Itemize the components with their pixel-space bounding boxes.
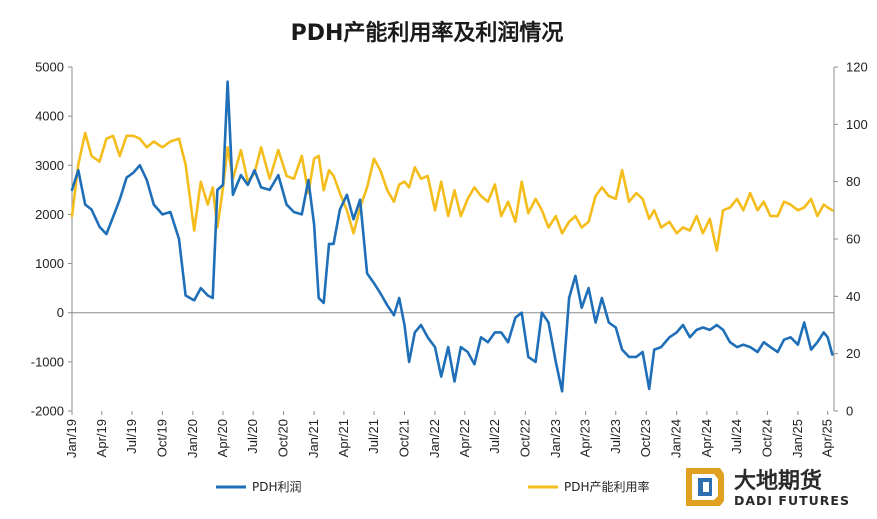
x-tick-label: Oct/23 <box>638 419 653 457</box>
x-axis: Jan/19 Apr/19 Jul/19 Oct/19 Jan/20 Apr/20 Jul/… <box>64 411 835 458</box>
series-lines <box>70 80 834 393</box>
x-tick-label: Oct/22 <box>517 419 532 457</box>
x-tick-label: Jul/21 <box>366 419 381 454</box>
y-right-tick-label: 0 <box>846 404 853 419</box>
y-right-tick-label: 80 <box>846 174 860 189</box>
x-tick-label: Jan/22 <box>427 419 442 458</box>
y-right-tick-label: 60 <box>846 232 860 247</box>
y-left-tick-label: 1000 <box>35 256 64 271</box>
x-tick-label: Jan/23 <box>548 419 563 458</box>
x-tick-label: Apr/20 <box>215 419 230 457</box>
y-left-tick-label: 2000 <box>35 207 64 222</box>
logo-chinese-name: 大地期货 <box>734 468 822 494</box>
x-tick-label: Jan/20 <box>185 419 200 458</box>
x-tick-label: Apr/19 <box>94 419 109 457</box>
x-tick-label: Jul/20 <box>245 419 260 454</box>
y-left-tick-label: -1000 <box>31 354 64 369</box>
x-tick-label: Oct/21 <box>396 419 411 457</box>
x-tick-label: Jan/21 <box>306 419 321 458</box>
y-left-tick-label: 4000 <box>35 109 64 124</box>
x-tick-label: Apr/24 <box>699 419 714 457</box>
legend-label-profit: PDH利润 <box>252 480 302 494</box>
legend-label-utilization: PDH产能利用率 <box>564 479 650 494</box>
y-left-axis: -2000 -1000 0 1000 2000 3000 4000 5000 <box>31 60 72 419</box>
x-tick-label: Jan/25 <box>790 419 805 458</box>
logo-english-name: DADI FUTURES <box>734 493 850 508</box>
y-right-tick-label: 40 <box>846 289 860 304</box>
series-line-utilization <box>70 131 834 252</box>
dadi-logo-icon <box>686 468 724 506</box>
y-right-axis: 0 20 40 60 80 100 120 <box>834 60 868 419</box>
y-right-tick-label: 120 <box>846 60 868 75</box>
y-left-tick-label: 5000 <box>35 60 64 75</box>
x-tick-label: Jul/22 <box>487 419 502 454</box>
x-tick-label: Apr/21 <box>336 419 351 457</box>
y-left-tick-label: 3000 <box>35 158 64 173</box>
y-right-tick-label: 100 <box>846 117 868 132</box>
chart-title: PDH产能利用率及利润情况 <box>291 20 564 46</box>
x-tick-label: Apr/25 <box>820 419 835 457</box>
x-tick-label: Apr/22 <box>457 419 472 457</box>
series-line-profit <box>70 80 834 393</box>
chart-legend: PDH利润 PDH产能利用率 <box>216 479 650 494</box>
dadi-futures-logo: 大地期货 DADI FUTURES <box>686 468 850 508</box>
y-left-tick-label: -2000 <box>31 404 64 419</box>
x-tick-label: Oct/20 <box>276 419 291 457</box>
y-right-tick-label: 20 <box>846 346 860 361</box>
x-tick-label: Oct/19 <box>154 419 169 457</box>
y-left-tick-label: 0 <box>57 305 64 320</box>
x-tick-label: Jul/19 <box>124 419 139 454</box>
x-tick-label: Oct/24 <box>759 419 774 457</box>
x-tick-label: Apr/23 <box>578 419 593 457</box>
x-tick-label: Jul/23 <box>608 419 623 454</box>
x-tick-label: Jan/19 <box>64 419 79 458</box>
x-tick-label: Jan/24 <box>669 419 684 458</box>
x-tick-label: Jul/24 <box>729 419 744 454</box>
